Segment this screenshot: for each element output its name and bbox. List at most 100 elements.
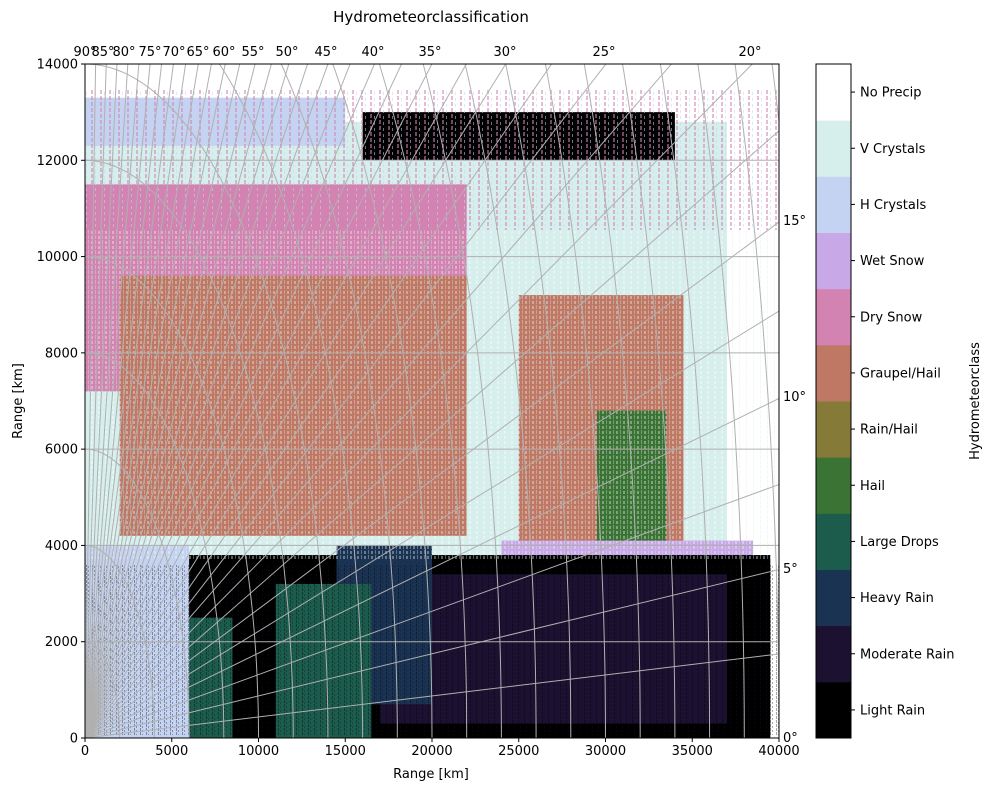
- range-arc: [85, 159, 294, 738]
- x-tick-label: 25000: [498, 744, 539, 759]
- elevation-ray: [85, 483, 779, 738]
- range-arc: [218, 64, 364, 738]
- colorbar-swatch: [816, 232, 851, 290]
- range-arc: [464, 64, 537, 738]
- elevation-ray: [85, 64, 241, 738]
- elevation-ray: [85, 221, 779, 738]
- range-height-grid: [85, 64, 779, 738]
- colorbar-class-label: Moderate Rain: [860, 647, 955, 662]
- colorbar-swatch: [816, 344, 851, 402]
- colorbar-class-label: V Crystals: [860, 142, 926, 157]
- colorbar-label: Hydrometeorclass: [968, 342, 983, 460]
- elevation-label-top: 70°: [162, 45, 185, 60]
- elevation-ray: [85, 653, 779, 738]
- elevation-label-right: 5°: [783, 562, 798, 577]
- top-elevation-labels: 90°85°80° 75° 70° 65° 60° 55° 50° 45° 40° 35° 30° 2…: [73, 45, 761, 60]
- colorbar-swatch: [816, 401, 851, 458]
- x-tick-label: 20000: [411, 744, 452, 759]
- colorbar-class-label: Dry Snow: [860, 310, 923, 325]
- range-arc: [544, 64, 606, 738]
- elevation-label-top: 45°: [314, 45, 337, 60]
- colorbar-swatch: [816, 569, 851, 627]
- range-arc: [85, 256, 259, 738]
- elevation-label-top: 75°: [138, 45, 161, 60]
- range-arc: [378, 64, 468, 738]
- y-tick-label: 6000: [45, 443, 78, 458]
- elevation-ray: [85, 64, 163, 738]
- elevation-ray: [85, 64, 212, 738]
- elevation-ray: [85, 64, 140, 738]
- elevation-ray: [85, 64, 433, 738]
- range-arc: [85, 64, 329, 738]
- elevation-ray: [85, 64, 199, 738]
- elevation-ray: [85, 64, 376, 738]
- colorbar-class-label: Graupel/Hail: [860, 366, 941, 381]
- y-axis: 0 2000 4000 6000 8000 10000 12000 14000: [37, 58, 85, 747]
- elevation-ray: [85, 64, 607, 738]
- x-tick-label: 5000: [155, 744, 188, 759]
- colorbar-swatch: [816, 681, 851, 739]
- elevation-label-top: 50°: [275, 45, 298, 60]
- range-arc: [85, 641, 121, 738]
- right-elevation-labels: 0° 5° 10° 15°: [783, 214, 806, 746]
- x-axis-label: Range [km]: [393, 767, 469, 782]
- elevation-ray: [85, 64, 403, 738]
- x-axis: 0 5000 10000 15000 20000 25000 30000 35000 40000: [81, 738, 800, 759]
- range-arc: [332, 64, 433, 738]
- elevation-label-top: 25°: [592, 45, 615, 60]
- y-tick-label: 10000: [37, 250, 78, 265]
- texture-crystal-speckle: [85, 230, 779, 560]
- elevation-ray: [85, 64, 118, 738]
- elevation-ray: [85, 130, 779, 738]
- elevation-label-right: 15°: [783, 214, 806, 229]
- elevation-label-top: 65°: [186, 45, 209, 60]
- colorbar-swatch: [816, 625, 851, 683]
- colorbar-class-label: H Crystals: [860, 198, 926, 213]
- elevation-ray: [85, 64, 467, 738]
- colorbar-class-label: No Precip: [860, 86, 922, 101]
- range-arc: [85, 544, 155, 738]
- colorbar-swatch: [816, 176, 851, 233]
- colorbar-swatch: [816, 457, 851, 514]
- x-tick-label: 10000: [238, 744, 279, 759]
- elevation-ray: [85, 64, 151, 738]
- elevation-ray: [85, 64, 507, 738]
- elevation-label-top: 20°: [738, 45, 761, 60]
- elevation-label-top: 80°: [112, 45, 135, 60]
- y-tick-label: 4000: [45, 539, 78, 554]
- elevation-ray: [85, 64, 129, 738]
- speckle-texture: [85, 90, 779, 735]
- colorbar: Light Rain Moderate Rain Heavy Rain Large D…: [815, 63, 955, 739]
- colorbar-class-label: Heavy Rain: [860, 591, 934, 606]
- colorbar-swatch: [816, 64, 851, 121]
- colorbar-class-label: Hail: [860, 479, 885, 494]
- range-arc: [659, 64, 711, 738]
- elevation-ray: [85, 64, 553, 738]
- range-arc: [505, 64, 572, 738]
- y-tick-label: 0: [70, 732, 78, 747]
- elevation-ray: [85, 64, 329, 738]
- elevation-ray: [85, 64, 226, 738]
- colorbar-class-label: Light Rain: [860, 703, 925, 718]
- elevation-label-top: 40°: [361, 45, 384, 60]
- elevation-ray: [85, 64, 107, 738]
- y-tick-label: 14000: [37, 58, 78, 73]
- x-tick-label: 0: [81, 744, 89, 759]
- y-tick-label: 8000: [45, 346, 78, 361]
- elevation-ray: [85, 64, 309, 738]
- y-tick-label: 2000: [45, 635, 78, 650]
- elevation-ray: [85, 64, 174, 738]
- range-arc: [697, 64, 745, 738]
- elevation-label-top: 90°: [73, 45, 96, 60]
- colorbar-class-label: Rain/Hail: [860, 423, 918, 438]
- elevation-ray: [85, 64, 272, 738]
- range-arc: [734, 64, 779, 738]
- range-arc: [85, 448, 190, 738]
- colorbar-class-label: Large Drops: [860, 535, 939, 550]
- colorbar-swatch: [816, 120, 851, 177]
- x-tick-label: 30000: [585, 744, 626, 759]
- range-arc: [422, 64, 502, 738]
- colorbar-frame: [815, 63, 852, 739]
- elevation-label-top: 55°: [241, 45, 264, 60]
